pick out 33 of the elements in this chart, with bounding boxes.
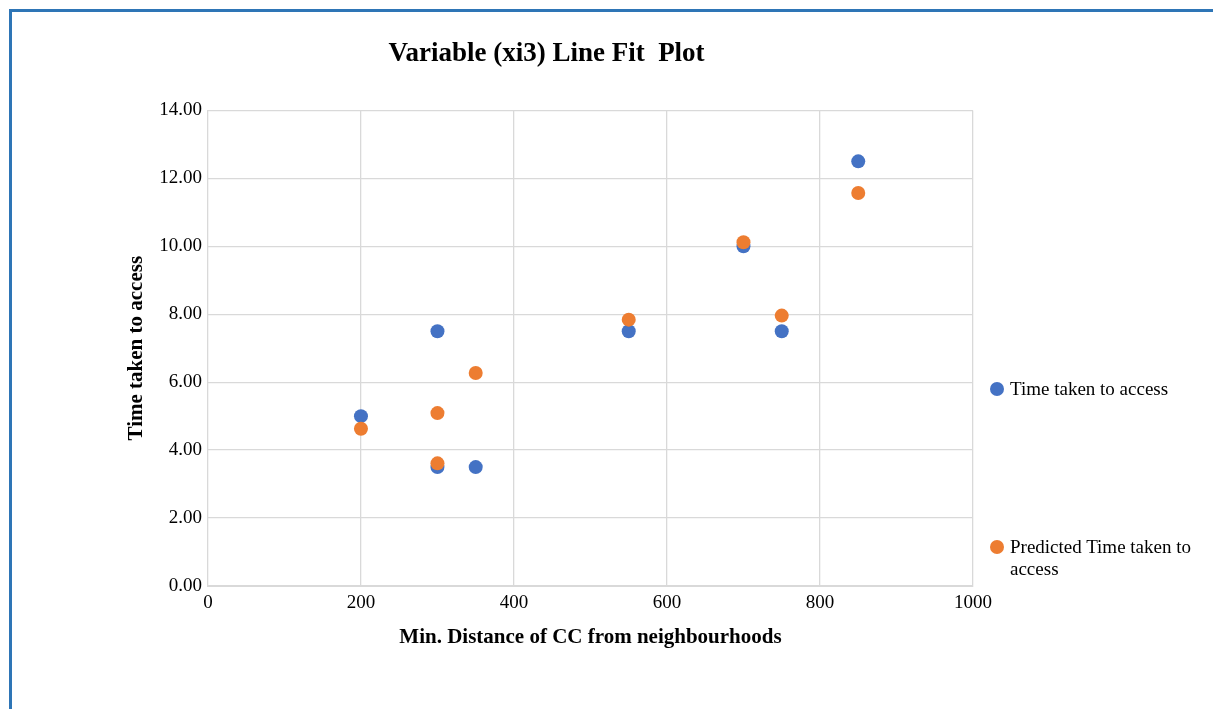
- x-tick-label: 800: [805, 591, 835, 613]
- y-tick-label: 8.00: [168, 302, 202, 324]
- point: [851, 154, 866, 169]
- x-tick-label: 1000: [954, 591, 992, 613]
- x-axis-title: Min. Distance of CC from neighbourhoods: [399, 623, 782, 648]
- y-tick-label: 2.00: [168, 506, 202, 528]
- x-tick-label: 0: [203, 591, 213, 613]
- point: [774, 324, 789, 339]
- point: [430, 406, 445, 421]
- y-tick-label: 10.00: [159, 234, 202, 256]
- y-tick-label: 4.00: [168, 438, 202, 460]
- x-tick-label: 600: [652, 591, 682, 613]
- point: [736, 235, 751, 250]
- point: [468, 366, 483, 380]
- point: [851, 185, 866, 200]
- y-tick-label: 0.00: [168, 573, 202, 595]
- point: [774, 308, 789, 323]
- point: [353, 421, 368, 436]
- point: [353, 409, 368, 424]
- point: [430, 456, 445, 471]
- legend-label: Predicted Time taken to access: [1010, 536, 1192, 580]
- point: [621, 312, 636, 327]
- y-tick-label: 6.00: [168, 370, 202, 392]
- x-tick-label: 200: [346, 591, 376, 613]
- y-tick-label: 12.00: [159, 166, 202, 188]
- legend-label: Time taken to access: [1010, 378, 1169, 400]
- y-tick-label: 14.00: [159, 98, 202, 120]
- chart-title: Variable (xi3) Line Fit Plot: [388, 37, 705, 68]
- point: [430, 324, 445, 339]
- point: [621, 324, 636, 339]
- y-axis-title: Time taken to access: [123, 255, 148, 441]
- point: [468, 460, 483, 475]
- x-tick-label: 400: [499, 591, 529, 613]
